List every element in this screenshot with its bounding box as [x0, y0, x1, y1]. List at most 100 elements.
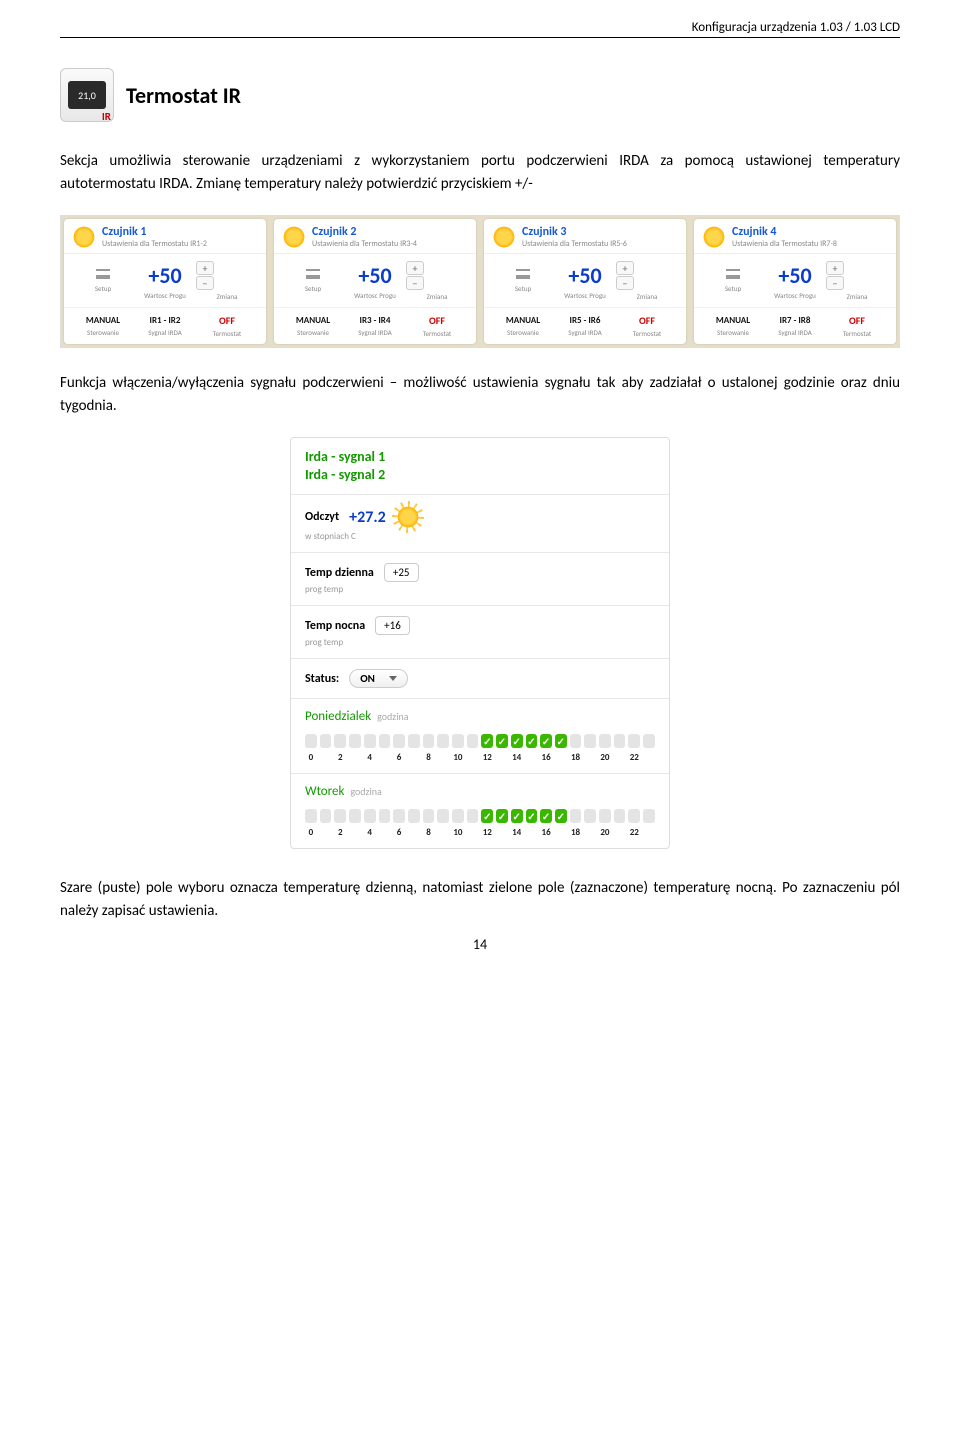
sensors-panel: Czujnik 1 Ustawienia dla Termostatu IR1-…	[60, 215, 900, 348]
hour-toggle[interactable]	[349, 734, 361, 748]
minus-button[interactable]: −	[406, 276, 424, 290]
hour-toggle[interactable]	[555, 734, 567, 748]
hour-toggle[interactable]	[481, 734, 493, 748]
hour-toggle[interactable]	[320, 734, 332, 748]
hour-num: 22	[628, 752, 640, 763]
hour-num: 8	[423, 752, 435, 763]
hour-nums: 0.2.4.6.8.10.12.14.16.18.20.22.	[305, 827, 655, 838]
hour-toggle[interactable]	[570, 809, 582, 823]
hour-num: .	[614, 827, 626, 838]
plus-button[interactable]: +	[826, 261, 844, 275]
temp-nocna-label: Temp nocna	[305, 619, 365, 633]
hour-toggle[interactable]	[526, 734, 538, 748]
hour-toggle[interactable]	[496, 809, 508, 823]
plus-button[interactable]: +	[196, 261, 214, 275]
sterowanie-label: Sterowanie	[282, 328, 344, 337]
hour-toggle[interactable]	[540, 734, 552, 748]
zmiana-label: Zmiana	[196, 292, 258, 301]
hour-toggle[interactable]	[437, 809, 449, 823]
odczyt-box: Odczyt +27.2 w stopniach C	[291, 495, 669, 553]
hour-toggle[interactable]	[364, 734, 376, 748]
minus-button[interactable]: −	[616, 276, 634, 290]
hour-toggle[interactable]	[481, 809, 493, 823]
hour-toggle[interactable]	[614, 809, 626, 823]
signal-value: IR3 - IR4	[360, 315, 391, 326]
hour-toggle[interactable]	[496, 734, 508, 748]
hour-toggle[interactable]	[540, 809, 552, 823]
plus-button[interactable]: +	[616, 261, 634, 275]
hour-toggle[interactable]	[452, 809, 464, 823]
hour-num: 22	[628, 827, 640, 838]
minus-button[interactable]: −	[196, 276, 214, 290]
hour-toggle[interactable]	[467, 809, 479, 823]
hour-toggle[interactable]	[305, 809, 317, 823]
irda-signal-2: Irda - sygnal 2	[305, 466, 655, 484]
hour-num: .	[584, 752, 596, 763]
temp-dzienna-input[interactable]: +25	[384, 563, 419, 582]
minus-button[interactable]: −	[826, 276, 844, 290]
hour-toggle[interactable]	[305, 734, 317, 748]
hour-toggle[interactable]	[334, 809, 346, 823]
hour-toggle[interactable]	[393, 734, 405, 748]
hour-toggle[interactable]	[643, 734, 655, 748]
hour-toggle[interactable]	[614, 734, 626, 748]
hour-toggle[interactable]	[334, 734, 346, 748]
hour-toggle[interactable]	[643, 809, 655, 823]
hour-toggle[interactable]	[320, 809, 332, 823]
hamburger-icon[interactable]	[726, 269, 740, 279]
sensor-title: Czujnik 2	[312, 225, 417, 239]
hamburger-icon[interactable]	[96, 269, 110, 279]
sensor-subtitle: Ustawienia dla Termostatu IR1-2	[102, 239, 207, 249]
hour-toggle[interactable]	[437, 734, 449, 748]
hour-num: .	[643, 827, 655, 838]
hour-toggle[interactable]	[349, 809, 361, 823]
hour-toggle[interactable]	[452, 734, 464, 748]
hour-num: 20	[599, 827, 611, 838]
temp-dzienna-label: Temp dzienna	[305, 566, 374, 580]
sygnal-label: Sygnal IRDA	[344, 328, 406, 337]
hour-toggle[interactable]	[555, 809, 567, 823]
hour-toggle[interactable]	[628, 809, 640, 823]
sensor-title: Czujnik 4	[732, 225, 837, 239]
zmiana-label: Zmiana	[406, 292, 468, 301]
sterowanie-label: Sterowanie	[492, 328, 554, 337]
hour-toggle[interactable]	[584, 734, 596, 748]
hour-num: .	[408, 827, 420, 838]
state-value: OFF	[639, 314, 655, 327]
hour-toggle[interactable]	[467, 734, 479, 748]
hour-toggle[interactable]	[511, 734, 523, 748]
temp-nocna-input[interactable]: +16	[375, 616, 410, 635]
hour-toggle[interactable]	[599, 734, 611, 748]
hour-num: 0	[305, 752, 317, 763]
hour-toggle[interactable]	[526, 809, 538, 823]
mid-paragraph: Funkcja włączenia/wyłączenia sygnału pod…	[60, 372, 900, 417]
hour-num: 12	[481, 752, 493, 763]
termostat-label: Termostat	[196, 329, 258, 338]
odczyt-label: Odczyt	[305, 510, 339, 524]
hour-toggle[interactable]	[423, 809, 435, 823]
hours-row	[305, 734, 655, 748]
sun-icon	[702, 225, 726, 249]
hour-num: .	[614, 752, 626, 763]
plus-button[interactable]: +	[406, 261, 424, 275]
hour-toggle[interactable]	[570, 734, 582, 748]
hour-toggle[interactable]	[379, 809, 391, 823]
hour-toggle[interactable]	[599, 809, 611, 823]
hour-toggle[interactable]	[408, 809, 420, 823]
hour-toggle[interactable]	[628, 734, 640, 748]
hamburger-icon[interactable]	[306, 269, 320, 279]
hour-num: 10	[452, 827, 464, 838]
status-select[interactable]: ON	[349, 669, 408, 688]
hour-toggle[interactable]	[393, 809, 405, 823]
wartosc-label: Wartosc Progu	[134, 291, 196, 300]
hour-toggle[interactable]	[584, 809, 596, 823]
hour-toggle[interactable]	[408, 734, 420, 748]
hour-num: .	[496, 827, 508, 838]
hour-toggle[interactable]	[379, 734, 391, 748]
hour-toggle[interactable]	[423, 734, 435, 748]
hour-num: .	[643, 752, 655, 763]
sensor-title: Czujnik 1	[102, 225, 207, 239]
hamburger-icon[interactable]	[516, 269, 530, 279]
hour-toggle[interactable]	[364, 809, 376, 823]
hour-toggle[interactable]	[511, 809, 523, 823]
